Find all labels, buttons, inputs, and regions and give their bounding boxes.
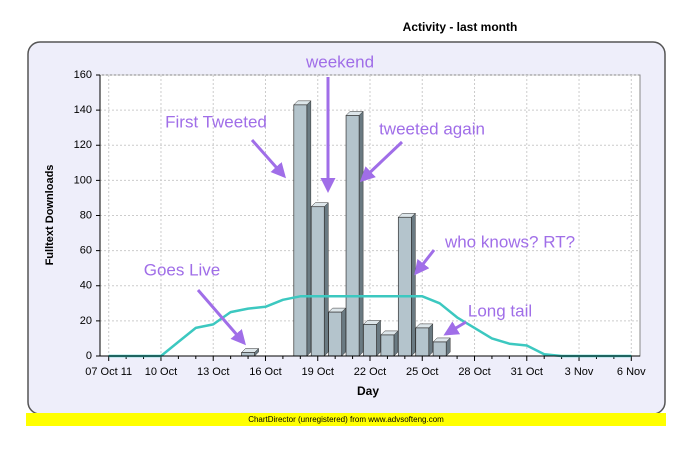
x-tick-label: 10 Oct [145,366,177,378]
annotation: Goes Live [144,260,221,279]
x-axis-label: Day [357,384,379,398]
y-tick-label: 160 [74,69,92,81]
y-tick-label: 100 [74,174,92,186]
line [108,295,632,358]
bar [310,206,325,357]
bar-side [428,323,434,357]
y-tick-label: 60 [80,245,92,257]
bar-side [358,110,364,357]
arrow [443,320,467,336]
annotations [196,77,467,346]
y-tick-label: 0 [86,350,92,362]
x-tick-label: 07 Oct 11 [85,366,132,378]
x-tick-label: 3 Nov [565,366,594,378]
bar [397,216,412,357]
x-tick-label: 16 Oct [249,366,281,378]
bar-side [376,319,381,357]
x-tick-label: 13 Oct [197,366,229,378]
y-tick-label: 140 [74,104,92,116]
arrow [250,139,286,179]
y-axis-label: Fulltext Downloads [44,165,56,266]
plot: 0 20 40 60 80 100 120 140 160 07 Oct 11 10 Oct 13 O… [74,69,647,378]
y-tick-label: 40 [80,280,92,292]
annotation: who knows? RT? [444,232,575,251]
y-tick-label: 80 [80,209,92,221]
y-tick-label: 20 [80,315,92,327]
bar [415,327,430,357]
arrow [359,140,404,183]
annotation: weekend [305,52,374,71]
bar-side [306,100,312,357]
bar [380,334,395,357]
bar-side [393,330,399,357]
x-tick-label: 19 Oct [302,366,334,378]
arrow [196,289,246,346]
annotation: tweeted again [379,119,485,138]
footer: ChartDirector (unregistered) from www.ad… [248,415,444,424]
x-tick-label: 25 Oct [406,366,438,378]
bar [363,324,377,357]
y-tick-label: 120 [74,139,92,151]
bar [293,104,308,357]
chart-title: Activity - last month [403,20,518,34]
bar [328,311,343,357]
x-tick-label: 22 Oct [354,366,386,378]
x-tick-label: 31 Oct [511,366,543,378]
bar [241,352,255,357]
bar [345,115,360,357]
x-tick-label: 6 Nov [617,366,646,378]
arrow [414,249,436,276]
footer-band [26,413,666,426]
annotation: First Tweeted [165,112,267,131]
bar [432,341,447,357]
bar-side [411,212,416,357]
bar-side [324,202,329,357]
bar-side [341,307,346,357]
annotation: Long tail [468,301,532,320]
x-tick-label: 28 Oct [458,366,490,378]
